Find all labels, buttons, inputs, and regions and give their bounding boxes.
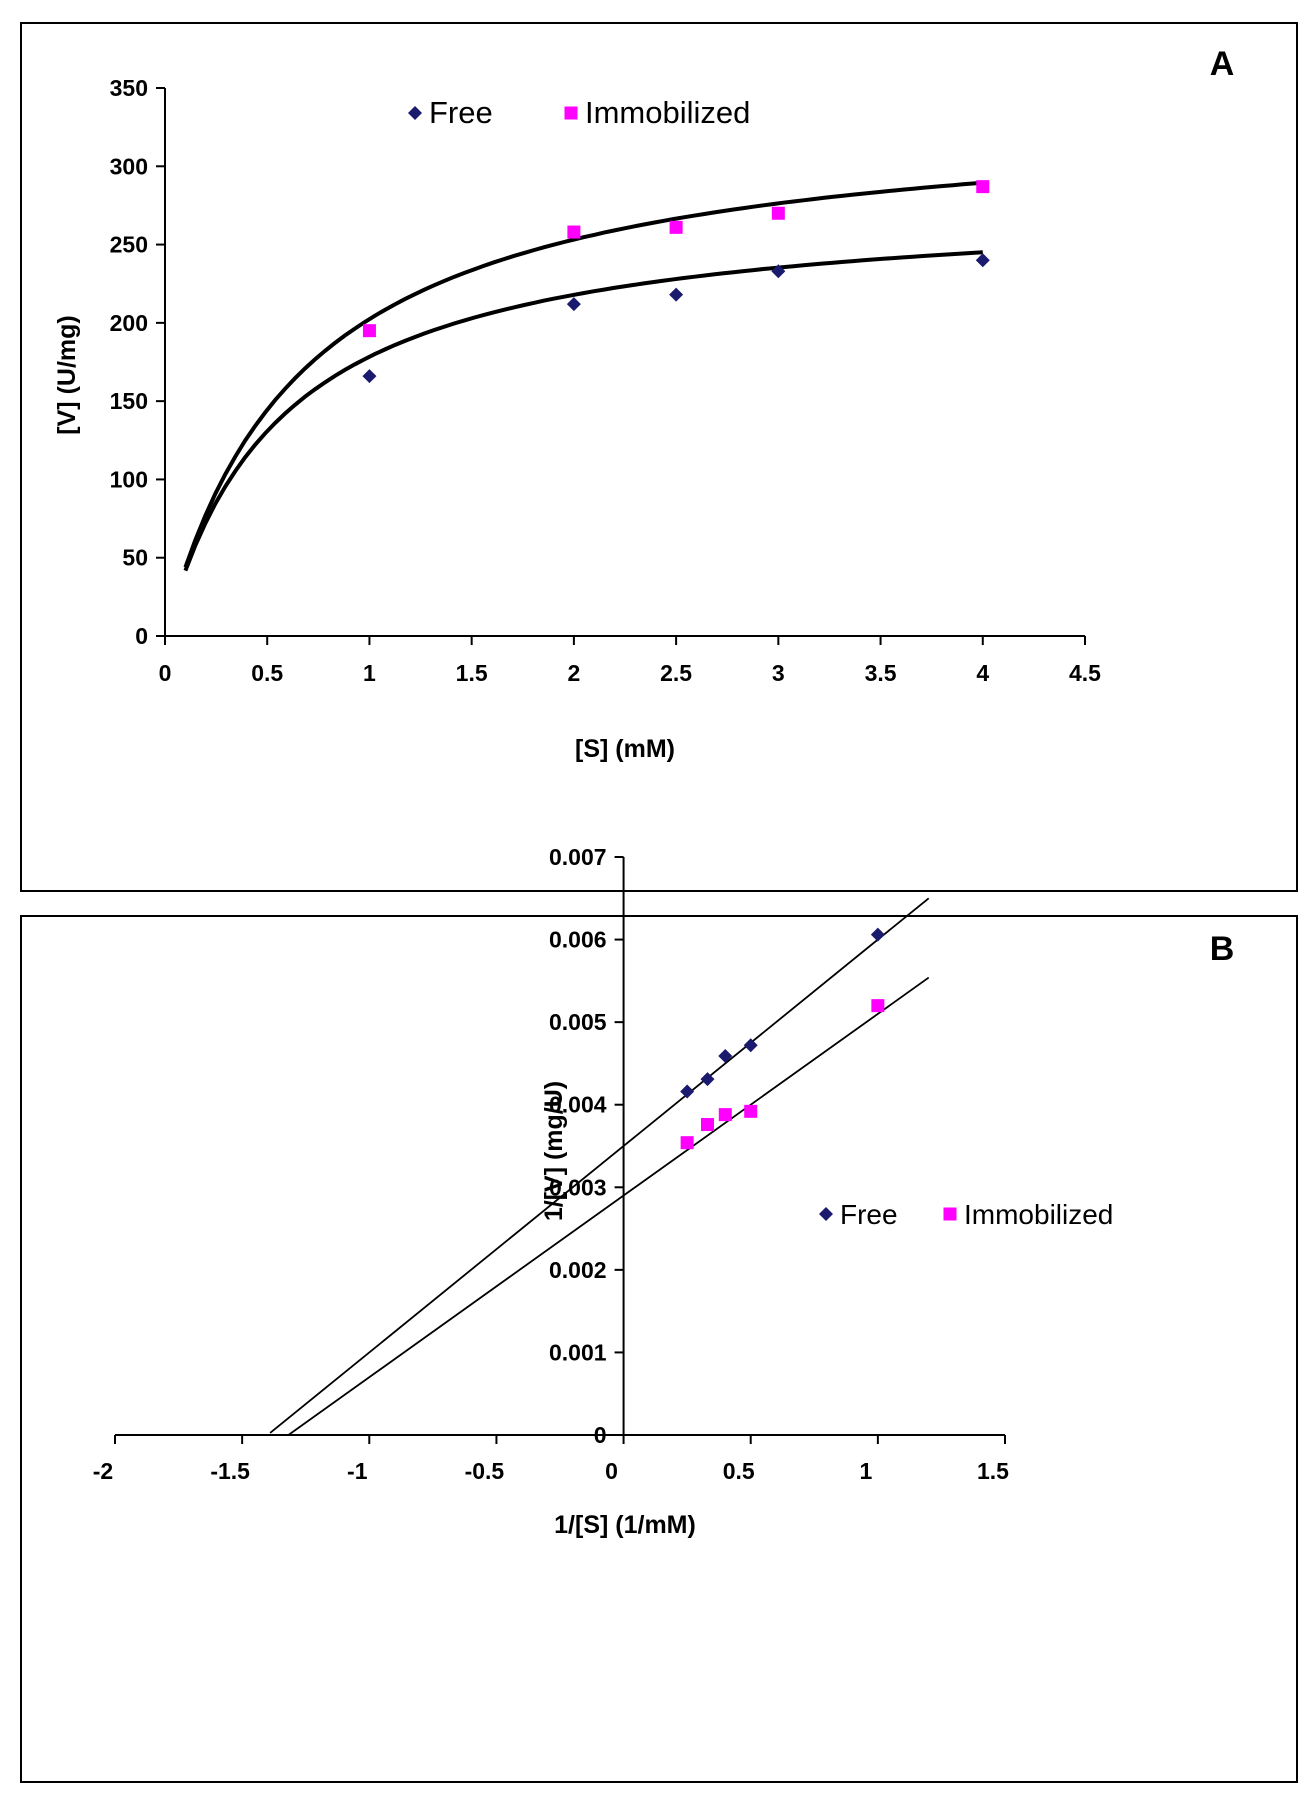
y-tick-label: 250 (110, 232, 148, 258)
trend-line (287, 976, 930, 1437)
data-point (362, 369, 377, 384)
x-tick-label: 1 (859, 1458, 872, 1484)
data-point (680, 1084, 695, 1099)
data-point (700, 1072, 715, 1087)
y-tick-label: 0.001 (549, 1339, 607, 1365)
data-point (680, 1136, 694, 1150)
y-tick-label: 0.007 (549, 844, 607, 870)
data-point (771, 264, 786, 279)
data-point (669, 220, 683, 234)
data-point (743, 1038, 758, 1053)
data-point (870, 927, 885, 942)
x-tick-label: -1 (347, 1458, 368, 1484)
legend-marker (408, 106, 422, 120)
panel-label: A (1210, 45, 1235, 83)
data-point (718, 1048, 733, 1063)
data-point (566, 297, 581, 312)
fit-curve (183, 250, 983, 572)
y-tick-label: 0.003 (549, 1174, 607, 1200)
y-tick-label: 0.005 (549, 1009, 607, 1035)
x-tick-label: -2 (93, 1458, 113, 1484)
data-point (567, 225, 581, 239)
y-tick-label: 150 (110, 388, 148, 414)
legend-marker (564, 106, 578, 120)
data-point (976, 180, 990, 194)
x-tick-label: 4 (976, 660, 989, 686)
legend-label: Free (429, 95, 493, 130)
data-point (718, 1108, 732, 1122)
data-point (744, 1104, 758, 1118)
data-point (669, 287, 684, 302)
y-tick-label: 0.006 (549, 927, 607, 953)
x-tick-label: 4.5 (1069, 660, 1101, 686)
legend-label: Immobilized (964, 1199, 1113, 1230)
x-tick-label: 0.5 (723, 1458, 755, 1484)
x-tick-label: 1.5 (977, 1458, 1009, 1484)
legend-label: Immobilized (585, 95, 750, 130)
y-tick-label: 200 (110, 310, 148, 336)
y-axis-title: 1/[V] (mg/U) (540, 1081, 568, 1221)
chart-b-svg: -2 -1.5 -1 -0.5 0 0.5 1 1.5 0 0.001 0.002 0.003 0.00… (93, 844, 1235, 1539)
y-tick-label: 0 (135, 623, 148, 649)
y-axis-title: [V] (U/mg) (53, 315, 81, 434)
x-axis-title: [S] (mM) (575, 735, 675, 763)
x-tick-label: 3 (772, 660, 785, 686)
chart-a-svg: 0 0.5 1 1.5 2 2.5 3 3.5 4 4.5 0 50 100 150 200 250 300 35… (53, 45, 1235, 763)
x-tick-label: 3.5 (865, 660, 897, 686)
fit-curve (183, 180, 983, 568)
x-tick-label: -0.5 (465, 1458, 505, 1484)
x-tick-label: 0 (605, 1458, 618, 1484)
panel-label: B (1210, 930, 1235, 968)
y-tick-label: 50 (122, 545, 148, 571)
data-point (700, 1118, 714, 1132)
legend-marker (943, 1207, 957, 1221)
data-point (871, 999, 885, 1013)
legend-label: Free (840, 1199, 898, 1230)
x-tick-label: 2.5 (660, 660, 692, 686)
x-tick-label: 1 (363, 660, 376, 686)
x-tick-label: 1.5 (456, 660, 488, 686)
data-point (975, 253, 990, 268)
data-point (771, 206, 785, 220)
x-tick-label: 0.5 (251, 660, 283, 686)
y-tick-label: 350 (110, 75, 148, 101)
chart-panel-b: -2 -1.5 -1 -0.5 0 0.5 1 1.5 0 0.001 0.002 0.003 0.00… (20, 844, 1298, 1783)
y-tick-label: 0 (594, 1422, 607, 1448)
trend-line (269, 897, 930, 1434)
x-tick-label: -1.5 (210, 1458, 250, 1484)
y-tick-label: 300 (110, 153, 148, 179)
x-tick-label: 2 (567, 660, 580, 686)
legend-marker (819, 1207, 833, 1221)
y-tick-label: 0.002 (549, 1257, 607, 1283)
data-point (362, 324, 376, 338)
x-axis-title: 1/[S] (1/mM) (554, 1511, 696, 1539)
chart-panel-a: 0 0.5 1 1.5 2 2.5 3 3.5 4 4.5 0 50 100 150 200 250 300 35… (20, 22, 1298, 892)
y-tick-label: 100 (110, 466, 148, 492)
y-tick-label: 0.004 (549, 1092, 607, 1118)
x-tick-label: 0 (159, 660, 172, 686)
